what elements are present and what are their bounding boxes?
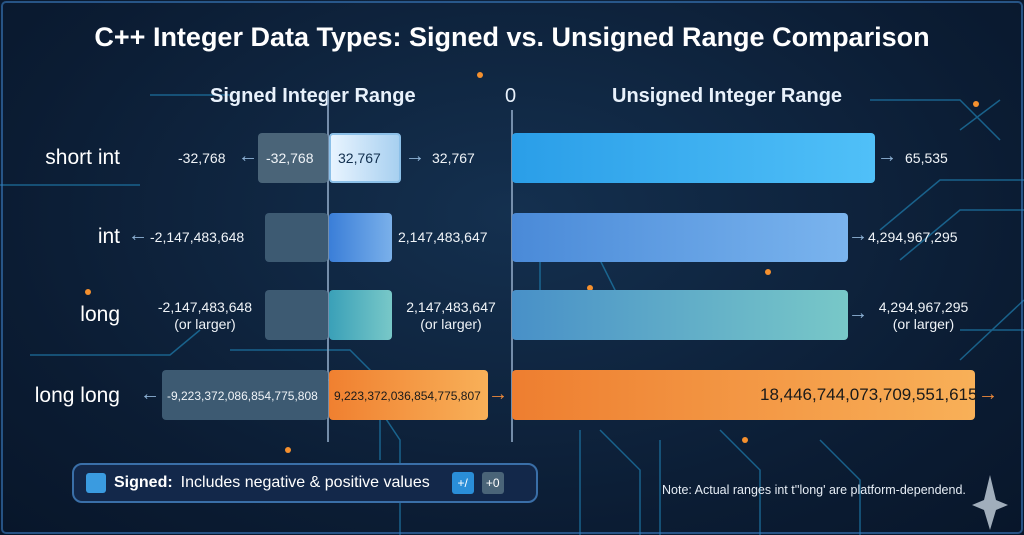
signed-min-value: -2,147,483,648 [157,299,253,315]
signed-min-inner: -9,223,372,086,854,775,808 [167,389,318,403]
signed-min-inner: -32,768 [266,150,314,166]
signed-negative-bar [265,290,328,340]
signed-positive-bar [329,133,401,183]
signed-positive-bar [329,370,488,420]
signed-min-note: (or larger) [174,316,236,332]
arrow-right-icon: → [405,145,425,167]
arrow-right-icon: → [848,224,868,246]
signed-negative-bar [265,213,328,262]
signed-min: -32,768 [178,150,226,166]
arrow-left-icon: ← [128,224,148,246]
signed-positive-bar [329,290,392,340]
signed-positive-bar [329,213,392,262]
unsigned-max: 4,294,967,295 (or larger) [866,299,981,333]
row-label-short-int: short int [45,146,120,169]
legend-chip-plus-zero: +0 [481,472,504,494]
signed-header: Signed Integer Range [210,85,416,107]
signed-max-inner: 9,223,372,036,854,775,807 [334,389,481,403]
arrow-right-icon: → [978,383,998,405]
legend-label-bold: Signed: [114,474,173,491]
legend-label: Includes negative & positive values [180,474,430,491]
unsigned-header: Unsigned Integer Range [612,85,843,107]
unsigned-note: (or larger) [892,316,955,332]
signed-min: -2,147,483,648 [150,229,245,245]
legend-chip-plus-minus: +/ [451,472,474,494]
unsigned-bar [512,290,848,340]
unsigned-bar [512,213,848,262]
legend-swatch [86,473,106,493]
signed-negative-bar [162,370,328,420]
signed-max: 32,767 [432,150,475,166]
signed-negative-bar [258,133,328,183]
unsigned-max: 65,535 [905,150,948,166]
row-label-int: int [97,225,120,248]
signed-max-note: (or larger) [420,316,482,332]
unsigned-bar [512,370,975,420]
legend: Signed: Includes negative & positive val… [72,463,538,503]
signed-max-value: 2,147,483,647 [406,299,496,315]
arrow-right-icon: → [877,145,897,167]
arrow-right-icon: → [848,302,868,324]
row-label-long: long [80,303,120,326]
page-title: C++ Integer Data Types: Signed vs. Unsig… [94,22,930,52]
unsigned-bar [512,133,875,183]
row-label-long-long: long long [34,384,120,407]
unsigned-max-value: 4,294,967,295 [878,299,969,315]
signed-max-inner: 32,767 [338,150,381,166]
footnote: Note: Actual ranges int t''long' are pla… [662,483,966,497]
signed-zero-axis [327,90,329,442]
signed-max: 2,147,483,647 [398,229,488,245]
signed-min: -2,147,483,648 (or larger) [150,299,260,333]
arrow-left-icon: ← [238,145,258,167]
zero-label: 0 [505,85,517,107]
arrow-left-icon: ← [140,383,160,405]
unsigned-max: 4,294,967,295 [868,229,958,245]
signed-max: 2,147,483,647 (or larger) [396,299,506,333]
arrow-right-icon: → [488,383,508,405]
unsigned-zero-axis [511,110,513,442]
unsigned-max: 18,446,744,073,709,551,615 [760,385,978,404]
